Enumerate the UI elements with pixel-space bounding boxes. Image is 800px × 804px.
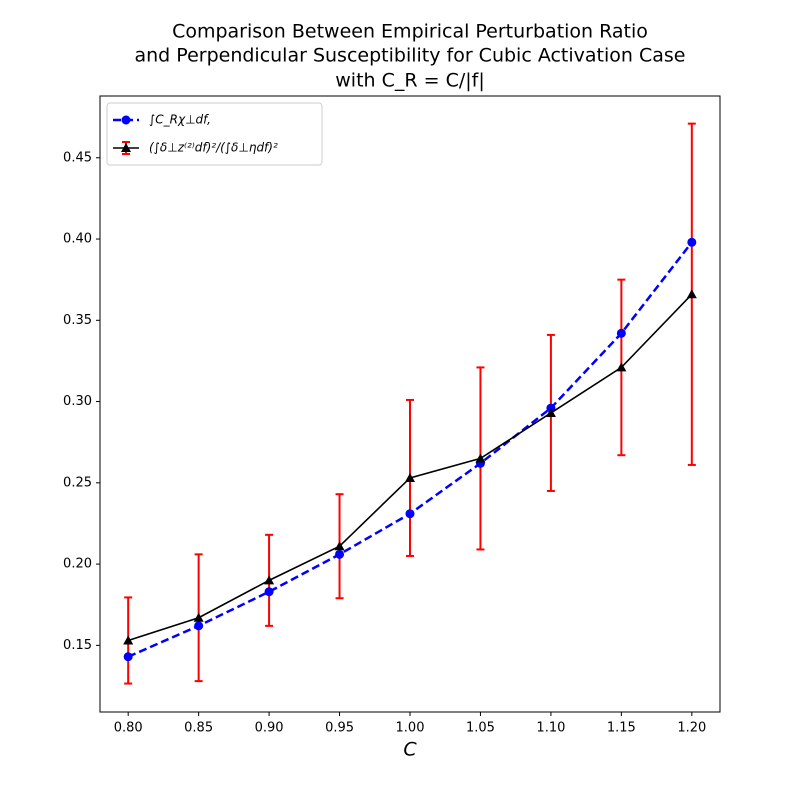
x-tick-label: 1.00: [396, 721, 425, 736]
marker: [405, 509, 415, 519]
chart-title: with C_R = C/|f|: [335, 70, 484, 92]
marker: [475, 453, 486, 463]
x-axis-label: C: [403, 739, 417, 761]
marker: [123, 652, 133, 662]
x-tick-label: 0.90: [255, 721, 284, 736]
marker: [616, 362, 627, 372]
marker: [687, 237, 697, 247]
marker: [334, 541, 345, 551]
x-tick-label: 1.05: [466, 721, 495, 736]
y-tick-label: 0.45: [63, 150, 92, 165]
x-tick-label: 1.10: [536, 721, 565, 736]
legend-marker: [121, 143, 131, 152]
x-tick-label: 0.85: [184, 721, 213, 736]
marker: [616, 328, 626, 338]
x-tick-label: 0.95: [325, 721, 354, 736]
x-tick-label: 0.80: [114, 721, 143, 736]
legend-label: ∫C_Rχ⊥df,: [149, 113, 211, 127]
marker: [123, 635, 134, 645]
legend-marker: [121, 115, 131, 125]
marker: [405, 472, 415, 482]
chart-title: Comparison Between Empirical Perturbatio…: [172, 21, 648, 43]
marker: [193, 612, 204, 622]
y-tick-label: 0.35: [63, 313, 92, 328]
y-tick-label: 0.25: [63, 475, 92, 490]
legend-box: [106, 102, 323, 166]
y-tick-label: 0.20: [63, 557, 92, 572]
y-tick-label: 0.40: [63, 232, 92, 247]
y-tick-label: 0.15: [63, 638, 92, 653]
x-tick-label: 1.20: [677, 721, 706, 736]
marker: [686, 289, 697, 299]
marker: [545, 407, 556, 417]
marker: [335, 549, 345, 559]
y-tick-label: 0.30: [63, 394, 92, 409]
marker: [194, 621, 204, 631]
marker: [264, 575, 275, 585]
legend-label: (∫δ⊥z⁽²⁾df)²/(∫δ⊥ηdf)²: [149, 141, 278, 155]
x-tick-label: 1.15: [607, 721, 636, 736]
marker: [264, 587, 274, 597]
chart-title: and Perpendicular Susceptibility for Cub…: [135, 45, 686, 67]
